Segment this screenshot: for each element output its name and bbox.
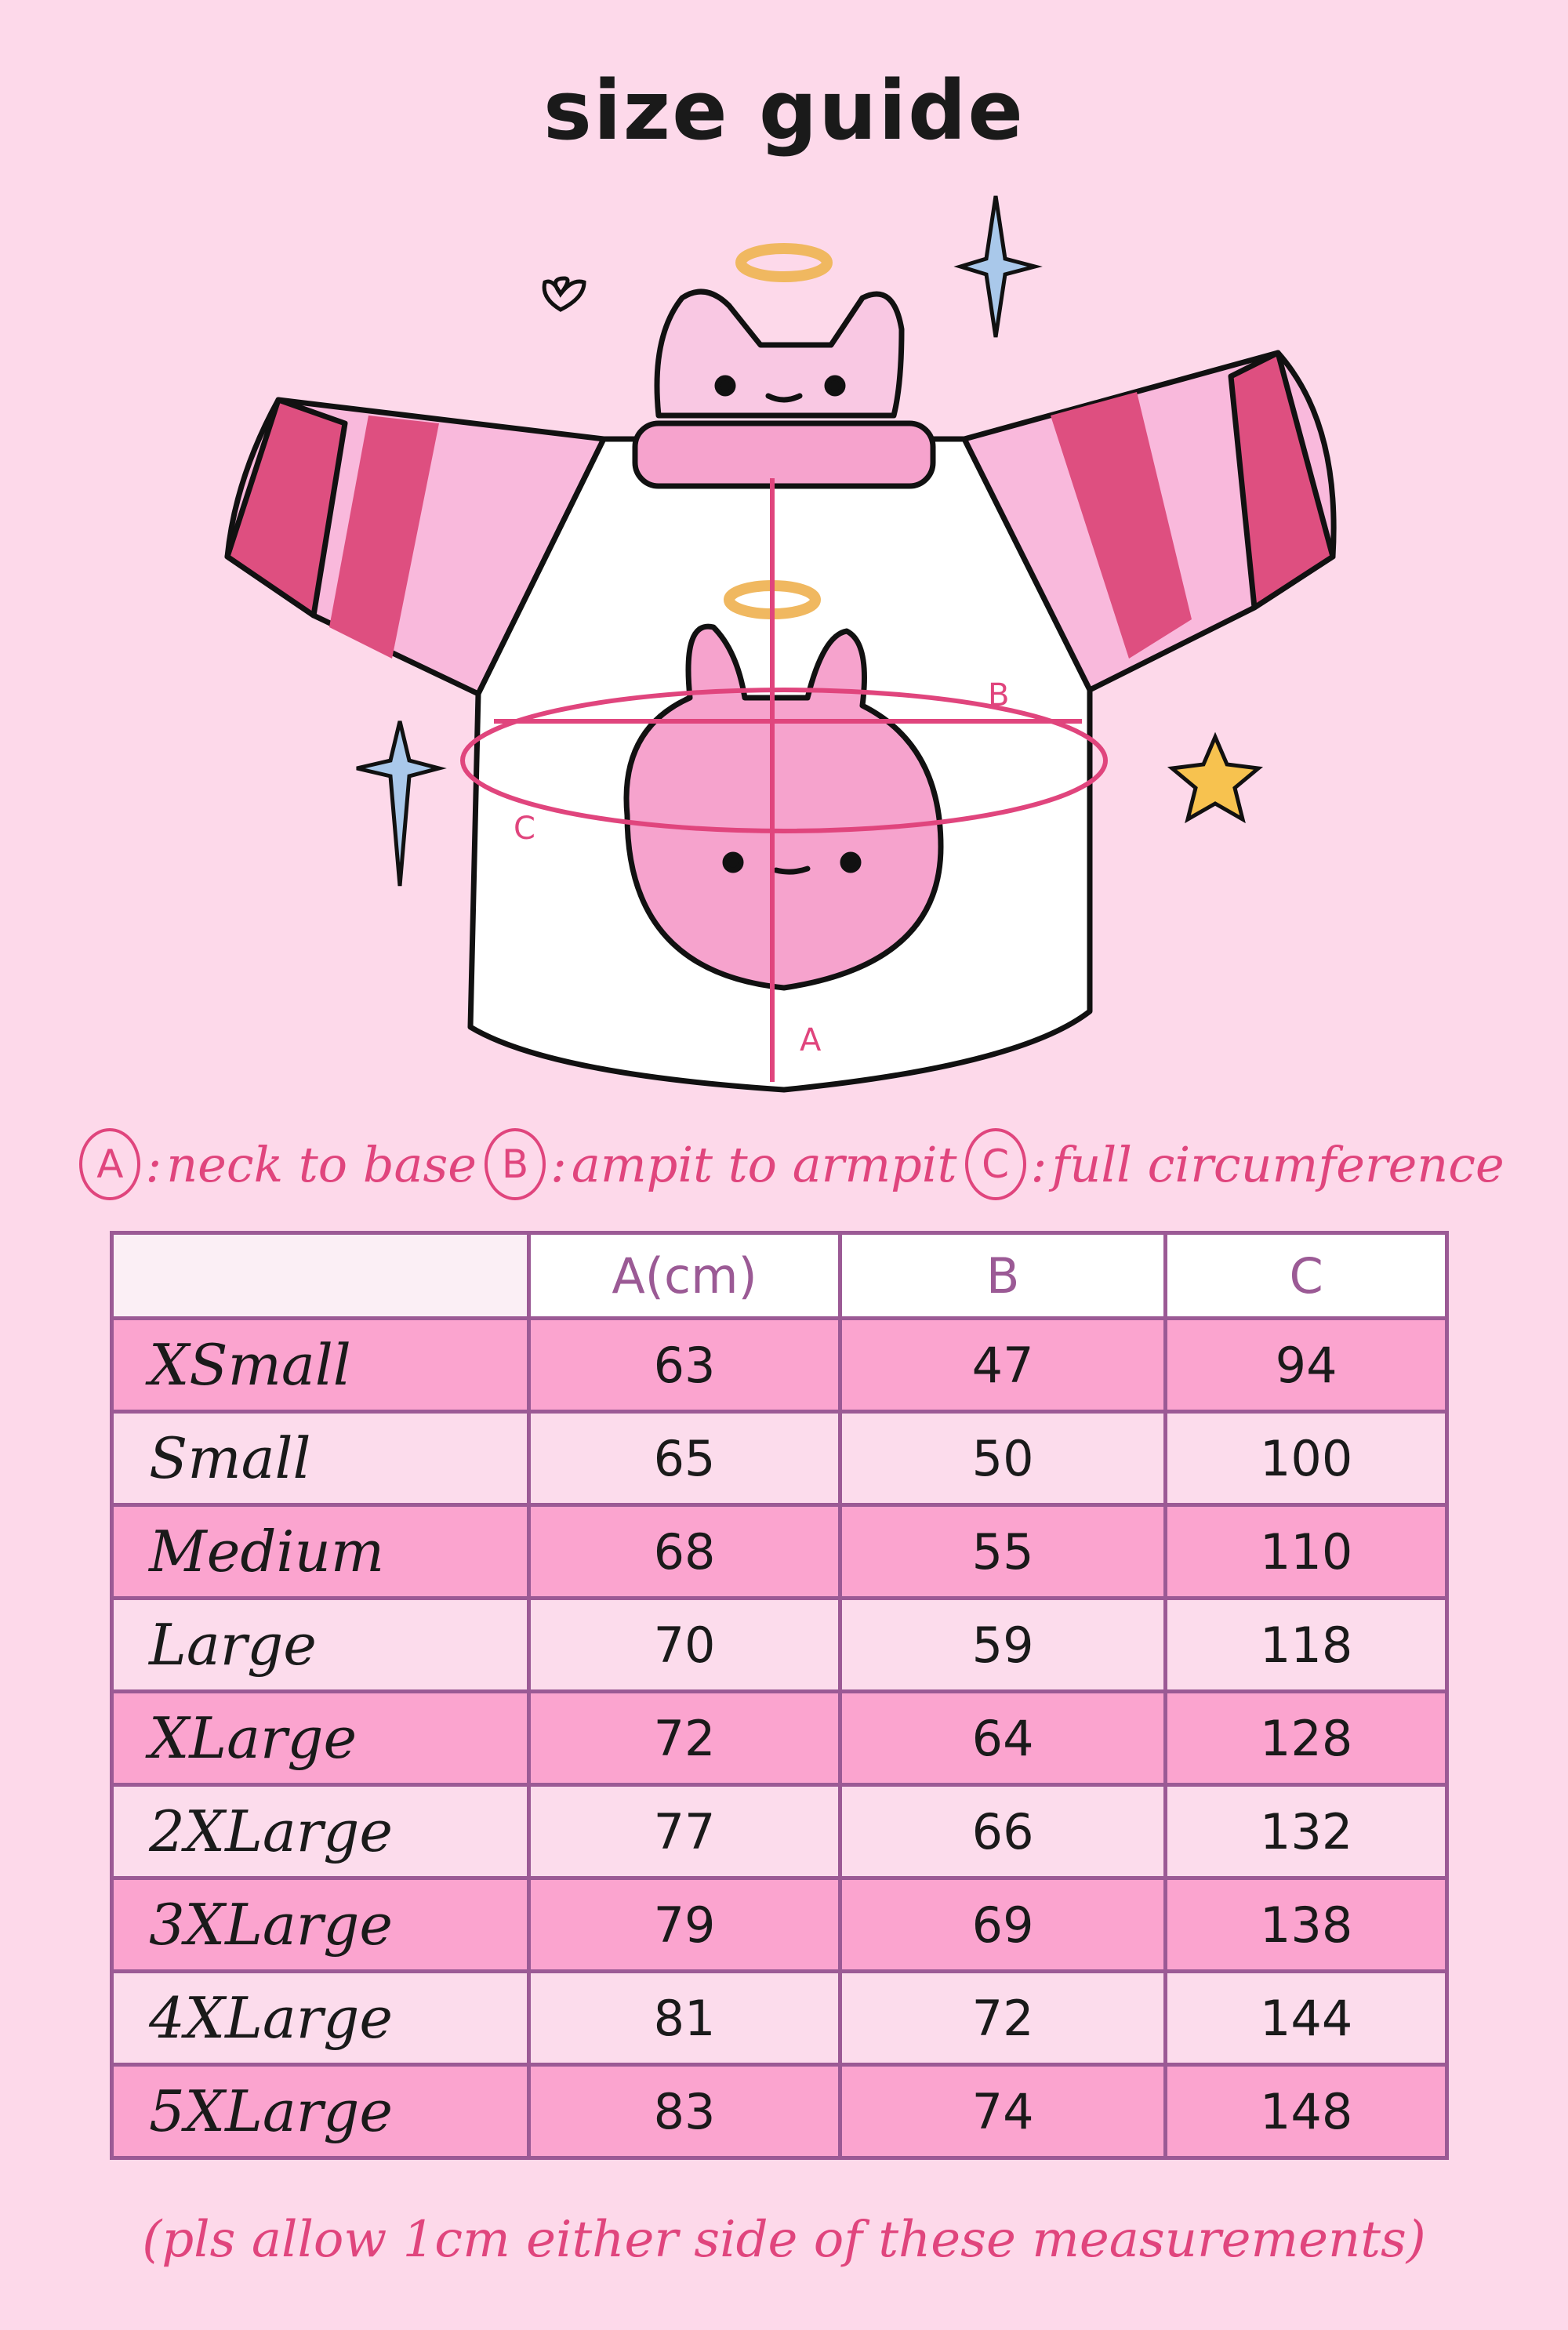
a-cell: 65 <box>527 1410 842 1507</box>
size-cell: 2XLarge <box>109 1783 532 1880</box>
header-a: A(cm) <box>527 1231 842 1320</box>
table-row: Large 70 59 118 <box>109 1596 1449 1693</box>
label-c: C <box>514 811 535 847</box>
legend-item-b: B: ampit to armpit <box>484 1128 957 1200</box>
c-cell: 128 <box>1163 1689 1449 1787</box>
label-b: B <box>988 677 1009 713</box>
a-cell: 83 <box>527 2063 842 2160</box>
measure-line-c <box>460 688 1108 833</box>
b-cell: 55 <box>837 1503 1168 1600</box>
sweater-collar <box>632 420 936 489</box>
legend-item-c: C: full circumference <box>964 1128 1504 1200</box>
measurement-legend: A: neck to base B: ampit to armpit C: full … <box>71 1128 1513 1200</box>
a-cell: 79 <box>527 1876 842 1973</box>
table-row: 5XLarge 83 74 148 <box>109 2063 1449 2160</box>
legend-item-a: A: neck to base <box>79 1128 477 1200</box>
heart-icon <box>542 276 586 312</box>
star-icon <box>1167 731 1264 824</box>
bunny-print <box>623 623 944 991</box>
size-cell: Small <box>109 1410 532 1507</box>
size-cell: 4XLarge <box>109 1969 532 2067</box>
b-cell: 74 <box>837 2063 1168 2160</box>
c-cell: 110 <box>1163 1503 1449 1600</box>
sweater-illustration: A B C <box>224 195 1337 1093</box>
table-row: Small 65 50 100 <box>109 1410 1449 1507</box>
sparkle-icon <box>953 195 1043 338</box>
c-cell: 132 <box>1163 1783 1449 1880</box>
table-row: Medium 68 55 110 <box>109 1503 1449 1600</box>
table-row: 3XLarge 79 69 138 <box>109 1876 1449 1973</box>
c-cell: 100 <box>1163 1410 1449 1507</box>
table-row: XLarge 72 64 128 <box>109 1689 1449 1787</box>
header-c: C <box>1163 1231 1449 1320</box>
c-cell: 118 <box>1163 1596 1449 1693</box>
b-cell: 47 <box>837 1316 1168 1414</box>
table-row: XSmall 63 47 94 <box>109 1316 1449 1414</box>
b-cell: 69 <box>837 1876 1168 1973</box>
sparkle-icon <box>356 720 447 887</box>
measurement-note: (pls allow 1cm either side of these meas… <box>142 2211 1426 2269</box>
header-b: B <box>837 1231 1168 1320</box>
table-header: A(cm) B C <box>109 1231 1449 1320</box>
size-cell: 5XLarge <box>109 2063 532 2160</box>
c-cell: 148 <box>1163 2063 1449 2160</box>
c-cell: 138 <box>1163 1876 1449 1973</box>
b-cell: 59 <box>837 1596 1168 1693</box>
a-cell: 77 <box>527 1783 842 1880</box>
b-cell: 72 <box>837 1969 1168 2067</box>
table-row: 4XLarge 81 72 144 <box>109 1969 1449 2067</box>
size-cell: XSmall <box>109 1316 532 1414</box>
b-cell: 50 <box>837 1410 1168 1507</box>
size-cell: Large <box>109 1596 532 1693</box>
page-title: size guide <box>543 63 1025 158</box>
size-cell: XLarge <box>109 1689 532 1787</box>
b-cell: 64 <box>837 1689 1168 1787</box>
halo-icon <box>735 243 833 282</box>
a-cell: 68 <box>527 1503 842 1600</box>
table-row: 2XLarge 77 66 132 <box>109 1783 1449 1880</box>
size-cell: Medium <box>109 1503 532 1600</box>
c-cell: 144 <box>1163 1969 1449 2067</box>
a-cell: 70 <box>527 1596 842 1693</box>
header-size <box>109 1231 532 1320</box>
label-a: A <box>800 1022 822 1058</box>
c-cell: 94 <box>1163 1316 1449 1414</box>
a-cell: 72 <box>527 1689 842 1787</box>
a-cell: 81 <box>527 1969 842 2067</box>
a-cell: 63 <box>527 1316 842 1414</box>
size-table: A(cm) B C XSmall 63 47 94 Small 65 50 100 Medium… <box>109 1231 1449 2160</box>
b-cell: 66 <box>837 1783 1168 1880</box>
size-cell: 3XLarge <box>109 1876 532 1973</box>
